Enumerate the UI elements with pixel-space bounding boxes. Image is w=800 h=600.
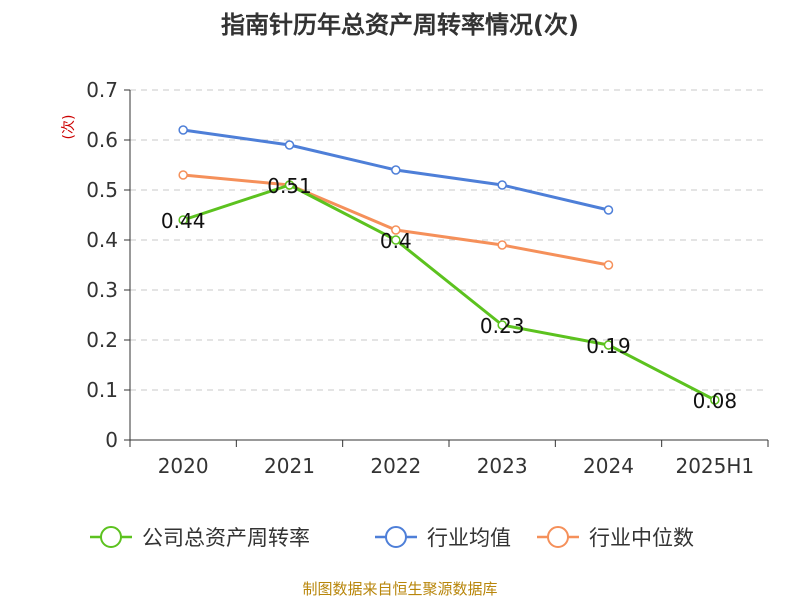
y-tick-label: 0 <box>105 428 118 452</box>
legend-swatch-marker <box>100 526 122 548</box>
x-tick-label: 2023 <box>477 454 528 478</box>
x-tick-label: 2022 <box>370 454 421 478</box>
y-tick-label: 0.1 <box>86 378 118 402</box>
y-tick-label: 0.6 <box>86 128 118 152</box>
y-tick-label: 0.5 <box>86 178 118 202</box>
plot-area <box>178 125 720 405</box>
data-point <box>497 320 507 330</box>
data-labels: 0.44 0.51 0.4 0.23 0.19 0.08 <box>161 174 737 413</box>
data-point <box>391 235 401 245</box>
x-tick-label: 2020 <box>158 454 209 478</box>
data-label: 0.23 <box>480 314 525 338</box>
legend-label: 公司总资产周转率 <box>142 526 310 550</box>
legend: 公司总资产周转率 行业均值 行业中位数 <box>90 526 694 550</box>
axes: 0 0.1 0.2 0.3 0.4 0.5 0.6 0.7 2020 2021 2022 2023 20… <box>86 78 769 478</box>
data-label: 0.44 <box>161 209 206 233</box>
y-axis-label: (次) <box>61 115 77 140</box>
data-point <box>178 215 188 225</box>
data-point <box>497 240 507 250</box>
data-point <box>497 180 507 190</box>
data-point <box>603 340 614 350</box>
series-line <box>182 183 716 402</box>
data-label: 0.19 <box>586 334 631 358</box>
legend-swatch-marker <box>547 526 569 548</box>
x-tick-label: 2024 <box>583 454 634 478</box>
legend-label: 行业中位数 <box>589 526 694 550</box>
legend-swatch-marker <box>385 526 407 548</box>
data-point <box>603 260 614 270</box>
y-tick-label: 0.2 <box>86 328 118 352</box>
grid <box>130 89 768 391</box>
data-point <box>178 170 188 180</box>
data-point <box>391 225 401 235</box>
data-point <box>710 395 720 405</box>
y-tick-label: 0.7 <box>86 78 118 102</box>
legend-label: 行业均值 <box>427 526 511 550</box>
x-tick-label: 2025H1 <box>675 454 754 478</box>
data-point <box>391 165 401 175</box>
data-point <box>284 140 295 150</box>
x-tick-label: 2021 <box>264 454 315 478</box>
y-tick-label: 0.3 <box>86 278 118 302</box>
source-footer: 制图数据来自恒生聚源数据库 <box>302 580 497 598</box>
data-point <box>284 180 295 190</box>
data-label: 0.08 <box>693 389 738 413</box>
data-point <box>603 205 614 215</box>
data-label: 0.4 <box>380 229 412 253</box>
data-label: 0.51 <box>267 174 312 198</box>
chart-title: 指南针历年总资产周转率情况(次) <box>221 11 579 39</box>
y-tick-label: 0.4 <box>86 228 118 252</box>
data-point <box>178 125 188 135</box>
